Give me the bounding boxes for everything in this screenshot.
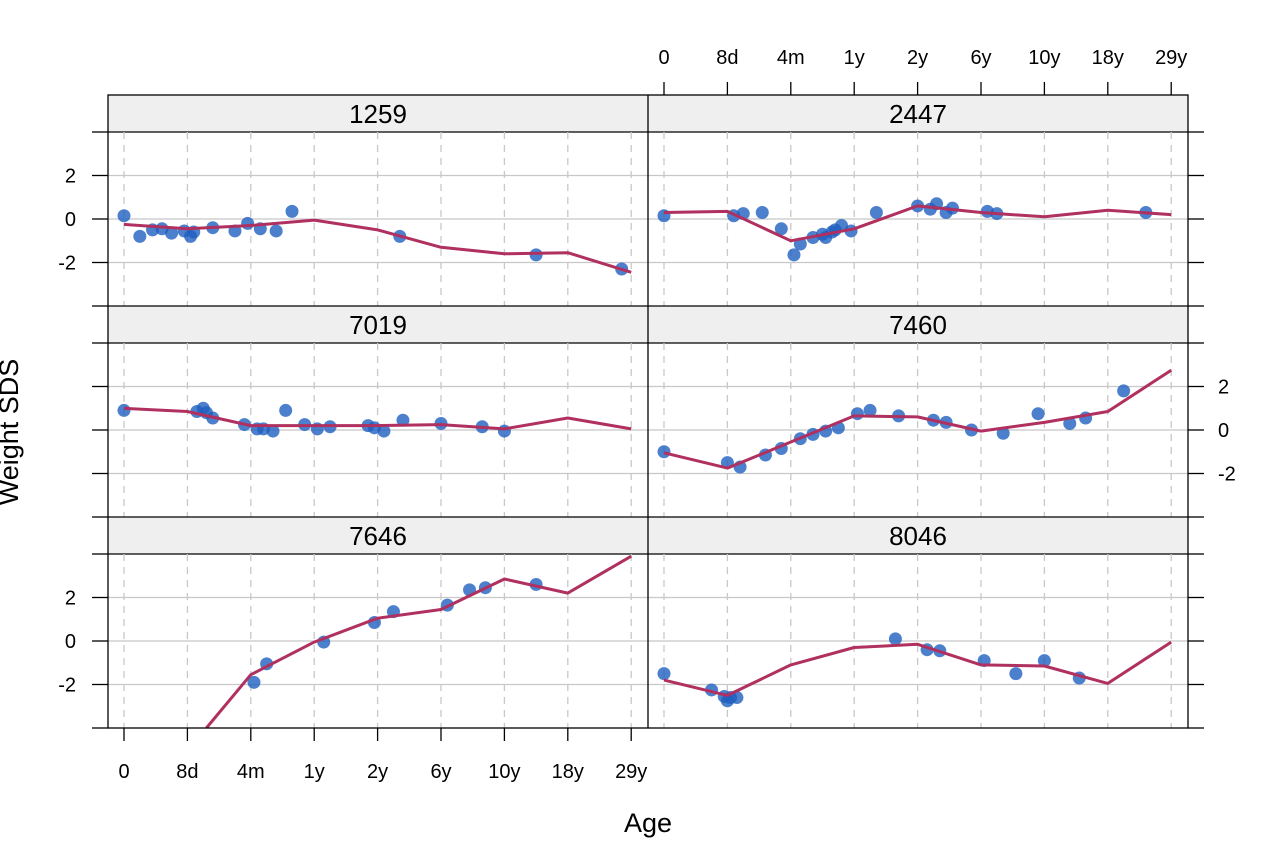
- y-tick-label-right: 0: [1218, 420, 1229, 442]
- data-point: [850, 407, 864, 421]
- panel-data: [657, 632, 1173, 708]
- x-tick-label-bottom: 1y: [304, 761, 325, 783]
- panel-7460: 7460: [648, 306, 1188, 517]
- panel-data: [117, 204, 632, 276]
- x-tick-label-top: 10y: [1028, 47, 1060, 69]
- data-point: [1009, 667, 1023, 681]
- panel-data: [657, 368, 1173, 474]
- data-point: [497, 424, 511, 438]
- y-tick-label-left: -2: [58, 253, 76, 275]
- series-line: [123, 218, 632, 274]
- data-point: [279, 403, 293, 417]
- x-tick-label-top: 2y: [907, 47, 928, 69]
- data-point: [377, 424, 391, 438]
- data-point: [529, 248, 543, 262]
- series-line: [663, 368, 1173, 470]
- panel-strip: [108, 95, 648, 132]
- panel-7646: 7646: [108, 517, 648, 728]
- series-line: [663, 204, 1172, 243]
- axes-layer: 0 0 8d 8d 4m 4m 1y 1y 2y 2y 6y 6y 10y 10y 18y 18y 29y 29y…: [58, 47, 1236, 783]
- panel-data: [205, 554, 632, 728]
- data-point: [835, 219, 849, 233]
- x-tick-label-top: 8d: [716, 47, 738, 69]
- data-point: [165, 226, 179, 240]
- data-point: [285, 204, 299, 218]
- data-point: [247, 675, 261, 689]
- panel-strip: [648, 517, 1188, 554]
- x-axis-title: Age: [624, 808, 672, 838]
- x-tick-label-bottom: 10y: [488, 761, 520, 783]
- y-axis-title: Weight SDS: [0, 359, 24, 506]
- x-tick-label-bottom: 0: [118, 761, 129, 783]
- x-tick-label-bottom: 18y: [552, 761, 584, 783]
- y-tick-label-right: 2: [1218, 377, 1229, 399]
- data-point: [117, 403, 131, 417]
- panel-strip: [108, 306, 648, 343]
- data-point: [241, 216, 255, 230]
- panel-strip: [648, 306, 1188, 343]
- data-point: [266, 424, 280, 438]
- panel-strip: [648, 95, 1188, 132]
- panels-layer: 1259 2447 7019 7460 7646 8046: [108, 95, 1188, 728]
- y-tick-label-left: 0: [65, 209, 76, 231]
- series-line: [205, 554, 632, 728]
- data-point: [1063, 416, 1077, 430]
- panel-2447: 2447: [648, 95, 1188, 306]
- data-point: [396, 413, 410, 427]
- panel-strip-label: 7019: [349, 310, 407, 340]
- x-tick-label-bottom: 29y: [615, 761, 647, 783]
- series-line: [123, 406, 632, 431]
- y-tick-label-left: 0: [65, 631, 76, 653]
- panel-data: [657, 197, 1172, 262]
- x-tick-label-top: 0: [658, 47, 669, 69]
- x-tick-label-bottom: 8d: [176, 761, 198, 783]
- data-point: [1037, 654, 1051, 668]
- panel-strip-label: 2447: [889, 99, 947, 129]
- y-tick-label-left: -2: [58, 675, 76, 697]
- data-point: [755, 205, 769, 219]
- data-point: [657, 667, 671, 681]
- y-tick-label-left: 2: [65, 588, 76, 610]
- panel-strip-label: 8046: [889, 521, 947, 551]
- series-line: [663, 640, 1173, 697]
- panel-1259: 1259: [108, 95, 648, 306]
- x-tick-label-top: 6y: [970, 47, 991, 69]
- panel-strip-label: 1259: [349, 99, 407, 129]
- panel-7019: 7019: [108, 306, 648, 517]
- panel-strip-label: 7646: [349, 521, 407, 551]
- data-point: [888, 632, 902, 646]
- x-tick-label-top: 18y: [1092, 47, 1124, 69]
- data-point: [1031, 407, 1045, 421]
- data-point: [730, 691, 744, 705]
- x-tick-label-top: 4m: [777, 47, 805, 69]
- panel-data: [117, 401, 632, 438]
- data-point: [863, 403, 877, 417]
- data-point: [787, 248, 801, 262]
- data-point: [869, 205, 883, 219]
- x-tick-label-bottom: 6y: [430, 761, 451, 783]
- y-tick-label-left: 2: [65, 166, 76, 188]
- data-point: [657, 445, 671, 459]
- panel-strip-label: 7460: [889, 310, 947, 340]
- x-tick-label-top: 1y: [844, 47, 865, 69]
- data-point: [133, 229, 147, 243]
- panel-strip: [108, 517, 648, 554]
- y-tick-label-right: -2: [1218, 464, 1236, 486]
- data-point: [269, 224, 283, 238]
- x-tick-label-top: 29y: [1155, 47, 1187, 69]
- x-tick-label-bottom: 2y: [367, 761, 388, 783]
- data-point: [117, 209, 131, 223]
- data-point: [774, 222, 788, 236]
- panel-8046: 8046: [648, 517, 1188, 728]
- data-point: [1117, 384, 1131, 398]
- x-tick-label-bottom: 4m: [237, 761, 265, 783]
